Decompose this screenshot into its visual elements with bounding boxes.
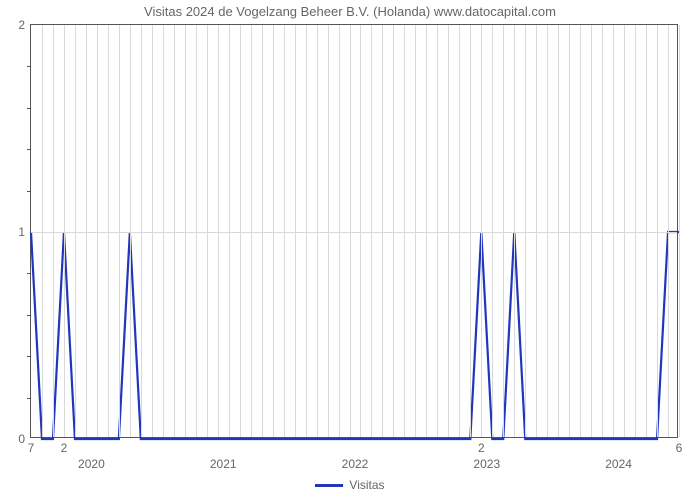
gridline-v [42, 25, 43, 437]
gridline-v [580, 25, 581, 437]
gridline-v [382, 25, 383, 437]
legend-swatch [315, 484, 343, 487]
x-year-label: 2021 [210, 457, 237, 471]
y-minor-tick [27, 66, 31, 67]
gridline-v [360, 25, 361, 437]
gridline-v [64, 25, 65, 437]
gridline-v [207, 25, 208, 437]
gridline-v [185, 25, 186, 437]
gridline-v [591, 25, 592, 437]
gridline-v [470, 25, 471, 437]
y-minor-tick [27, 191, 31, 192]
gridline-v [350, 25, 351, 437]
y-minor-tick [27, 398, 31, 399]
gridline-v [536, 25, 537, 437]
legend-label: Visitas [349, 478, 384, 492]
y-tick-label: 2 [18, 18, 25, 32]
y-tick-label: 0 [18, 432, 25, 446]
gridline-v [415, 25, 416, 437]
gridline-v [284, 25, 285, 437]
gridline-v [86, 25, 87, 437]
gridline-v [328, 25, 329, 437]
gridline-v [503, 25, 504, 437]
gridline-v [152, 25, 153, 437]
gridline-v [459, 25, 460, 437]
x-year-label: 2020 [78, 457, 105, 471]
y-minor-tick [27, 273, 31, 274]
gridline-v [679, 25, 680, 437]
gridline-v [525, 25, 526, 437]
gridline-v [273, 25, 274, 437]
gridline-v [635, 25, 636, 437]
gridline-v [602, 25, 603, 437]
gridline-v [569, 25, 570, 437]
gridline-v [163, 25, 164, 437]
gridline-v [53, 25, 54, 437]
gridline-v [262, 25, 263, 437]
gridline-v [196, 25, 197, 437]
gridline-v [130, 25, 131, 437]
gridline-v [514, 25, 515, 437]
gridline-v [437, 25, 438, 437]
gridline-v [558, 25, 559, 437]
gridline-v [174, 25, 175, 437]
gridline-v [119, 25, 120, 437]
gridline-v [240, 25, 241, 437]
chart-title: Visitas 2024 de Vogelzang Beheer B.V. (H… [0, 4, 700, 19]
legend: Visitas [0, 478, 700, 492]
gridline-v [492, 25, 493, 437]
gridline-v [108, 25, 109, 437]
gridline-v [657, 25, 658, 437]
gridline-v [229, 25, 230, 437]
plot-area: 012202020212022202320247226 [30, 24, 678, 438]
gridline-v [624, 25, 625, 437]
chart-container: Visitas 2024 de Vogelzang Beheer B.V. (H… [0, 0, 700, 500]
x-year-label: 2022 [342, 457, 369, 471]
gridline-v [481, 25, 482, 437]
gridline-v [393, 25, 394, 437]
gridline-v [317, 25, 318, 437]
y-minor-tick [27, 108, 31, 109]
y-minor-tick [27, 315, 31, 316]
point-value-label: 2 [478, 441, 485, 455]
gridline-v [448, 25, 449, 437]
gridline-v [295, 25, 296, 437]
point-value-label: 6 [676, 441, 683, 455]
gridline-v [371, 25, 372, 437]
gridline-v [75, 25, 76, 437]
gridline-v [306, 25, 307, 437]
y-minor-tick [27, 149, 31, 150]
gridline-v [251, 25, 252, 437]
gridline-v [404, 25, 405, 437]
gridline-v [426, 25, 427, 437]
gridline-v [547, 25, 548, 437]
y-tick-label: 1 [18, 225, 25, 239]
gridline-v [668, 25, 669, 437]
gridline-v [218, 25, 219, 437]
x-year-label: 2023 [473, 457, 500, 471]
x-year-label: 2024 [605, 457, 632, 471]
gridline-v [613, 25, 614, 437]
point-value-label: 2 [61, 441, 68, 455]
gridline-v [97, 25, 98, 437]
gridline-v [141, 25, 142, 437]
gridline-v [339, 25, 340, 437]
gridline-v [646, 25, 647, 437]
y-minor-tick [27, 356, 31, 357]
point-value-label: 7 [28, 441, 35, 455]
